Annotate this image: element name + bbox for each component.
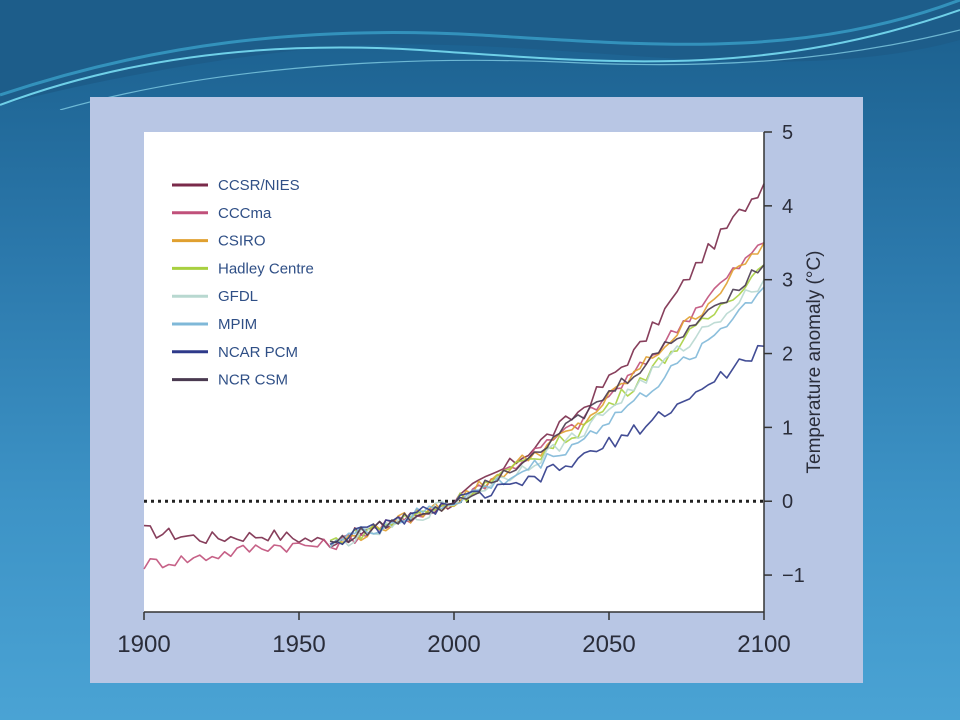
y-tick-label: −1: [782, 565, 805, 587]
y-axis-label: Temperature anomaly (°C): [804, 250, 825, 473]
y-tick-label: 5: [782, 122, 793, 144]
slide-header-waves: [0, 0, 960, 110]
x-tick-label: 1950: [272, 631, 325, 658]
legend-label: CCCma: [218, 205, 272, 222]
legend-label: NCAR PCM: [218, 344, 298, 361]
legend-label: GFDL: [218, 288, 258, 305]
series-line-ncr-csm: [329, 264, 765, 544]
temperature-chart: 1900 1950 2000 2050 2100 −1 0 1 2 3 4 5 Temperature …: [117, 122, 825, 658]
legend-label: CCSR/NIES: [218, 177, 300, 194]
legend-label: NCR CSM: [218, 372, 288, 389]
y-tick-label: 4: [782, 196, 793, 218]
legend-label: CSIRO: [218, 233, 266, 250]
x-tick-label: 2000: [427, 631, 480, 658]
x-tick-label: 2100: [737, 631, 790, 658]
chart-figure-panel: 1900 1950 2000 2050 2100 −1 0 1 2 3 4 5 Temperature …: [90, 97, 863, 683]
chart-legend: CCSR/NIES CCCma CSIRO Hadley Centre GFDL MPIM…: [172, 177, 314, 389]
y-tick-label: 3: [782, 270, 793, 292]
x-tick-label: 2050: [582, 631, 635, 658]
y-tick-label: 0: [782, 491, 793, 513]
series-line-csiro: [329, 242, 765, 548]
y-tick-label: 1: [782, 417, 793, 439]
legend-label: Hadley Centre: [218, 260, 314, 277]
x-tick-label: 1900: [117, 631, 170, 658]
y-tick-label: 2: [782, 344, 793, 366]
legend-label: MPIM: [218, 316, 257, 333]
plot-area: [144, 132, 764, 612]
series-line-ncar-pcm: [329, 344, 765, 546]
